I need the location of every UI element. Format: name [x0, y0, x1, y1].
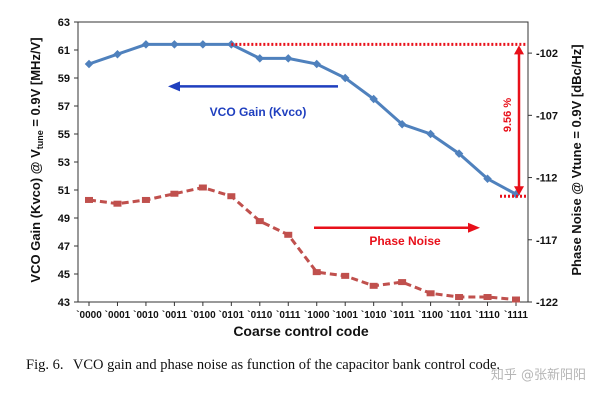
right-tick-label: -107: [536, 110, 558, 122]
noise-point: [284, 231, 293, 238]
x-tick-label: `0001: [105, 310, 131, 321]
noise-line: [88, 185, 517, 302]
vco-gain-series: [84, 40, 521, 199]
noise-point: [483, 294, 492, 301]
gain-point: [483, 174, 492, 184]
left-tick-label: 47: [58, 241, 70, 253]
phase-noise-series: [85, 184, 520, 303]
noise-point: [198, 184, 207, 191]
left-axis-label: VCO Gain (Kvco) @ Vtune = 0.9V [MHz/V]: [28, 37, 45, 282]
gain-point: [454, 149, 464, 158]
right-axis-label: Phase Noise @ Vtune = 0.9V [dBc/Hz]: [569, 44, 584, 275]
left-tick-label: 63: [58, 17, 70, 29]
left-tick-label: 49: [58, 213, 70, 225]
noise-point: [455, 294, 464, 301]
x-tick-label: `0010: [133, 310, 159, 321]
figure-caption: Fig. 6. VCO gain and phase noise as func…: [26, 356, 586, 375]
noise-point: [227, 193, 236, 200]
noise-point: [113, 200, 122, 207]
gain-arrow-head: [168, 81, 180, 92]
gain-point: [369, 94, 378, 104]
left-tick-label: 51: [58, 185, 70, 197]
left-tick-label: 53: [58, 157, 70, 169]
right-tick-label: -102: [536, 48, 558, 60]
noise-point: [512, 296, 520, 303]
x-tick-label: `0100: [190, 310, 216, 321]
gain-point: [426, 129, 435, 139]
x-tick-label: `1001: [332, 310, 358, 321]
x-tick-label: `1010: [361, 310, 387, 321]
left-tick-label: 61: [58, 45, 70, 57]
x-axis-label: Coarse control code: [233, 323, 369, 339]
x-tick-label: `1110: [475, 310, 500, 321]
noise-point: [426, 290, 435, 297]
gain-point: [170, 40, 179, 49]
gain-point: [113, 49, 122, 59]
gain-point: [312, 59, 321, 69]
x-tick-label: `0111: [276, 310, 301, 321]
x-axis-ticks: `0000 `0001 `0010 `0011 `0100 `0101 `0110 `0111…: [76, 302, 528, 321]
x-tick-label: `0000: [76, 310, 102, 321]
right-tick-label: -112: [536, 173, 557, 185]
gain-annotation-label: VCO Gain (Kvco): [210, 105, 307, 119]
gain-point: [141, 40, 151, 49]
gain-point: [397, 119, 407, 129]
x-tick-label: `1111: [504, 310, 528, 321]
annotations: 9.56 % VCO Gain (Kvco) Phase Noise: [168, 42, 527, 248]
left-tick-label: 43: [58, 297, 70, 309]
noise-point: [341, 272, 350, 279]
x-tick-label: `1000: [304, 310, 330, 321]
x-tick-label: `1011: [390, 310, 415, 321]
plot-border: [77, 21, 529, 303]
left-tick-label: 45: [58, 269, 70, 281]
x-tick-label: `0110: [247, 310, 272, 321]
noise-point: [312, 269, 321, 276]
caption-label: Fig. 6.: [26, 357, 64, 373]
gain-point: [84, 59, 94, 69]
gain-point: [284, 54, 293, 63]
noise-point: [398, 279, 407, 286]
x-tick-label: `1101: [447, 310, 472, 321]
noise-point: [85, 196, 93, 203]
delta-arrow-head-up: [514, 45, 524, 55]
noise-point: [255, 218, 264, 225]
x-tick-label: `1100: [418, 310, 443, 321]
right-axis-ticks: -102 -107 -112 -117 -122: [528, 48, 558, 309]
plot-frame: [77, 21, 529, 303]
noise-point: [170, 190, 179, 197]
watermark: 知乎 @张新阳阳: [490, 368, 586, 383]
caption-text: VCO gain and phase noise as function of …: [72, 357, 501, 373]
noise-point: [369, 282, 378, 289]
delta-label: 9.56 %: [502, 98, 514, 132]
gain-point: [340, 73, 350, 83]
left-axis-ticks: 43 45 47 49 51 53 55 57 59 61 63: [58, 17, 78, 309]
left-tick-label: 55: [58, 129, 70, 141]
noise-point: [141, 196, 150, 203]
right-tick-label: -117: [536, 235, 557, 247]
x-tick-label: `0101: [219, 310, 245, 321]
gain-line: [88, 42, 517, 196]
gain-point: [198, 40, 208, 49]
x-tick-label: `0011: [162, 310, 187, 321]
gain-point: [255, 54, 265, 63]
delta-arrow-head-down: [514, 186, 524, 196]
left-tick-label: 59: [58, 73, 70, 85]
noise-annotation-label: Phase Noise: [369, 234, 441, 248]
left-tick-label: 57: [58, 101, 70, 113]
noise-arrow-head: [468, 222, 480, 233]
right-tick-label: -122: [536, 297, 558, 309]
